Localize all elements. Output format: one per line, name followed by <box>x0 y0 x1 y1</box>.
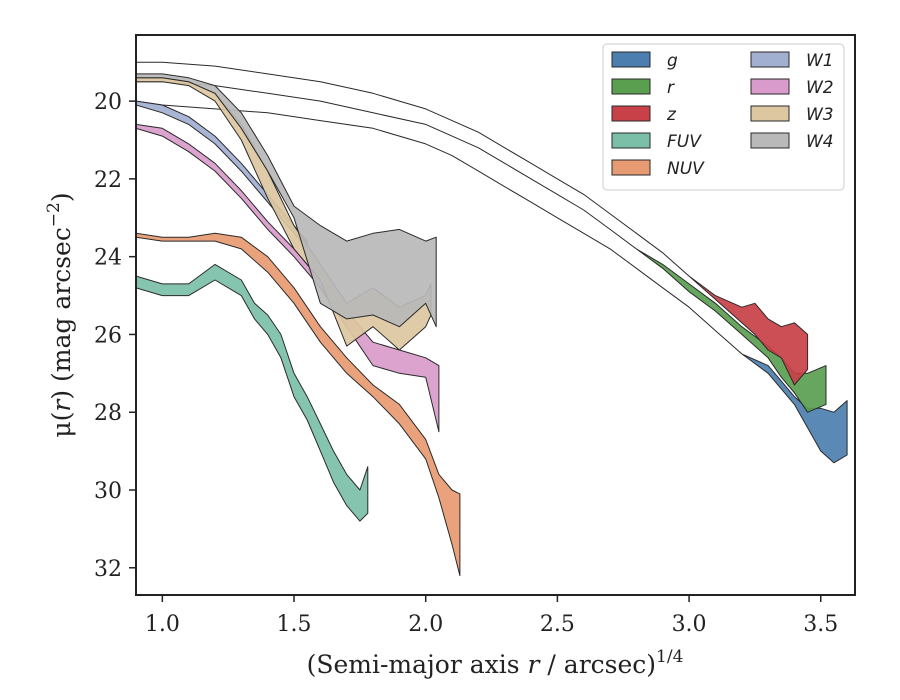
x-axis-label-sup: 1/4 <box>656 647 683 667</box>
y-tick-label: 28 <box>94 401 122 426</box>
y-axis-label-sup: −2 <box>44 202 64 227</box>
y-tick-label: 20 <box>94 90 122 115</box>
y-tick-label: 24 <box>94 246 122 271</box>
x-axis-ticks: 1.0 1.5 2.0 2.5 3.0 3.5 <box>145 595 838 637</box>
legend-label-nuv: NUV <box>667 159 705 179</box>
legend-swatch-w2 <box>750 78 790 95</box>
x-tick-label: 3.5 <box>803 612 838 637</box>
x-tick-label: 3.0 <box>672 612 707 637</box>
y-tick-label: 22 <box>94 168 122 193</box>
x-axis-label-mid: / arcsec) <box>539 650 656 679</box>
y-axis-label: μ(r) (mag arcsec−2) <box>44 192 76 437</box>
plot-frame <box>135 34 856 596</box>
legend-label-w3: W3 <box>806 105 834 125</box>
legend-swatch-fuv <box>611 132 651 149</box>
legend-swatch-w1 <box>750 51 790 68</box>
legend-swatch-g <box>611 51 651 68</box>
x-tick-label: 1.0 <box>145 612 180 637</box>
legend-swatch-nuv <box>611 159 651 176</box>
x-tick-label: 1.5 <box>277 612 312 637</box>
legend-label-w4: W4 <box>806 132 834 152</box>
legend: grz FUV NUV W1 W2 W3 W4 <box>602 43 845 191</box>
legend-label-fuv: FUV <box>667 132 702 152</box>
band-w2 <box>136 123 440 433</box>
band-w4 <box>136 73 437 328</box>
x-axis-label: (Semi-major axis r / arcsec)1/4 <box>307 647 684 679</box>
legend-swatch-w3 <box>750 105 790 122</box>
band-nuv <box>136 232 461 577</box>
legend-label-w2: W2 <box>806 78 834 98</box>
y-axis-ticks: 20 22 24 26 28 30 32 <box>94 90 136 582</box>
band-r <box>136 81 827 413</box>
band-fuv <box>136 263 369 522</box>
y-axis-label-mu: μ( <box>47 412 76 438</box>
data-areas <box>136 61 848 577</box>
y-axis-label-close: ) (mag arcsec <box>47 227 76 400</box>
legend-label-z: z <box>666 105 677 125</box>
y-tick-label: 30 <box>94 479 122 504</box>
legend-swatch-r <box>611 78 651 95</box>
y-axis-label-end: ) <box>47 192 76 202</box>
y-tick-label: 26 <box>94 323 122 348</box>
legend-swatch-w4 <box>750 132 790 149</box>
x-axis-label-var: r <box>528 650 542 679</box>
legend-swatch-z <box>611 105 651 122</box>
x-tick-label: 2.0 <box>408 612 443 637</box>
band-g <box>136 100 848 464</box>
band-z <box>136 61 809 386</box>
x-tick-label: 2.5 <box>540 612 575 637</box>
x-axis-label-prefix: (Semi-major axis <box>307 650 528 679</box>
y-tick-label: 32 <box>94 557 122 582</box>
legend-label-w1: W1 <box>806 51 834 71</box>
legend-label-r: r <box>667 78 675 98</box>
legend-label-g: g <box>667 51 678 71</box>
y-axis-label-var: r <box>47 398 76 412</box>
